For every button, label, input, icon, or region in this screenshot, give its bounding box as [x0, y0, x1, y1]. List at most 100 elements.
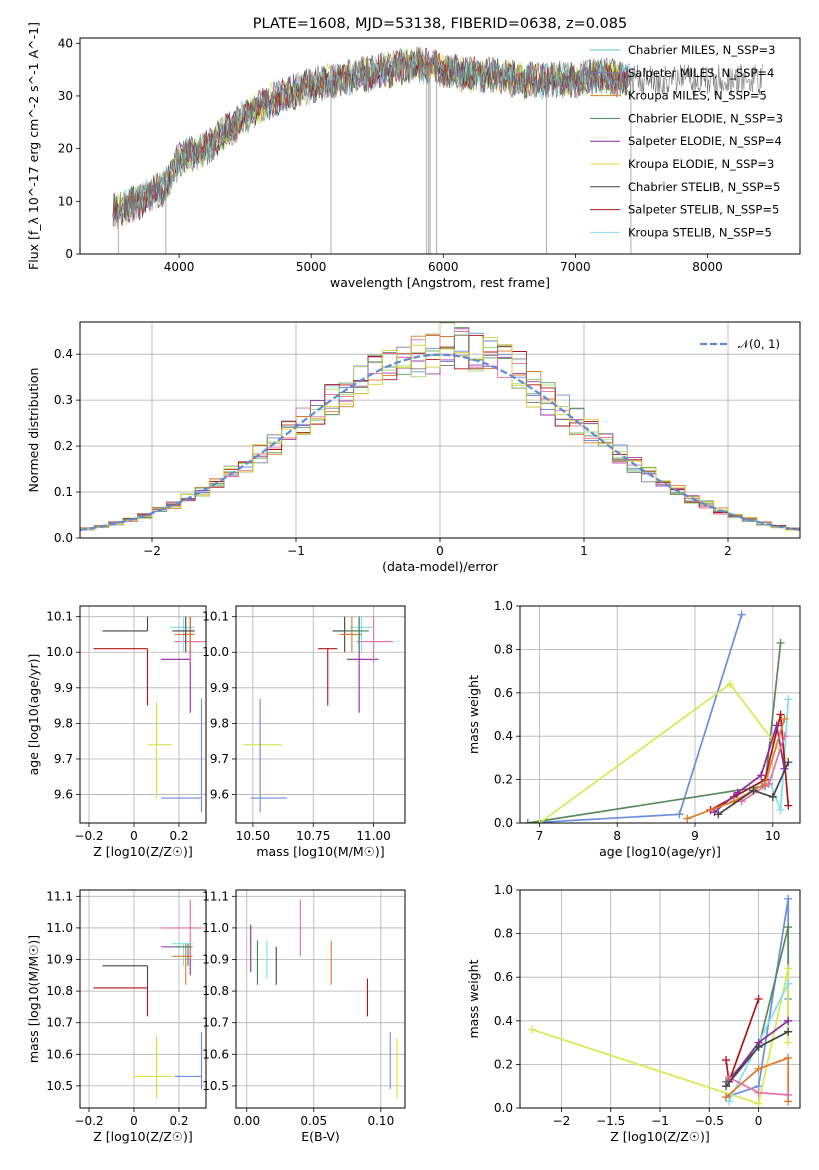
legend-label: Chabrier ELODIE, N_SSP=3	[628, 111, 783, 125]
x-tick-label: 6000	[428, 260, 459, 274]
weight-point-marker	[726, 680, 734, 689]
weight-point-marker	[784, 923, 793, 932]
weight-point-marker	[754, 1064, 763, 1073]
x-tick-label: 2	[724, 544, 732, 558]
y-tick-label: 0.4	[494, 729, 513, 743]
weight-series-line	[725, 998, 760, 1083]
legend-label: Kroupa MILES, N_SSP=5	[628, 89, 767, 103]
chart-mass_vs_Z: −0.2 0 0.2 10.5 10.6 10.7 10.8 10.9 11.0 11.1 Z [l…	[26, 889, 207, 1144]
weight-point-marker	[722, 1082, 731, 1091]
errorbar-point	[134, 1035, 173, 1099]
x-tick-label: 0.2	[169, 1114, 188, 1128]
plot-area-spectrum	[112, 46, 764, 254]
y-tick-label: 40	[58, 36, 73, 50]
y-tick-label: 10.1	[202, 610, 229, 624]
axes-frame	[79, 37, 801, 255]
weight-point-marker	[757, 771, 766, 780]
y-tick-label: 10.0	[46, 645, 73, 659]
axes-frame	[79, 605, 207, 824]
y-tick-label: 11.0	[202, 921, 229, 935]
y-tick-label: 0.0	[494, 816, 513, 830]
x-tick-label: 11.00	[356, 829, 390, 843]
weight-point-marker	[776, 710, 785, 719]
legend-label: Chabrier MILES, N_SSP=3	[628, 43, 775, 57]
chart-spectrum: 4000 5000 6000 7000 8000 0 10 20 30 40 wavelength …	[26, 22, 801, 290]
y-axis-label: mass weight	[466, 959, 481, 1038]
errorbar-point	[174, 943, 193, 966]
x-tick-label: 8000	[692, 260, 723, 274]
weight-point-marker	[784, 801, 793, 810]
y-tick-label: 10.5	[46, 1079, 73, 1093]
normal-reference-curve	[80, 353, 800, 531]
errorbar-point	[147, 702, 173, 799]
plot-layer: 4000 5000 6000 7000 8000010203040wavelength …	[26, 22, 801, 1144]
errorbar-point	[356, 616, 393, 663]
y-tick-label: 10.5	[202, 1079, 229, 1093]
x-tick-label: −0.2	[74, 829, 103, 843]
y-tick-label: 0.0	[54, 531, 73, 545]
x-axis-label: E(B-V)	[301, 1129, 340, 1144]
y-tick-label: 10.0	[202, 645, 229, 659]
weight-point-marker	[784, 1016, 793, 1025]
y-tick-label: 9.8	[210, 716, 229, 730]
weight-point-marker	[749, 786, 758, 795]
weight-series-line	[527, 614, 743, 823]
y-tick-label: 11.1	[46, 889, 73, 903]
x-tick-label: 0.10	[367, 1114, 394, 1128]
y-tick-label: 0.3	[54, 393, 73, 407]
weight-series-line	[725, 898, 790, 1098]
y-tick-label: 9.6	[54, 788, 73, 802]
y-tick-label: 9.9	[210, 681, 229, 695]
weight-point-marker	[784, 979, 793, 988]
errorbar-point	[93, 987, 149, 1017]
weight-point-marker	[784, 964, 793, 973]
y-tick-label: 30	[58, 89, 73, 103]
y-tick-label: 0.2	[494, 1057, 513, 1071]
x-tick-label: −0.5	[695, 1114, 724, 1128]
errorbar-point	[339, 616, 362, 653]
x-tick-label: −1	[651, 1114, 669, 1128]
weight-point-marker	[764, 779, 773, 788]
weight-point-marker	[776, 805, 785, 814]
legend-label: Chabrier STELIB, N_SSP=5	[628, 180, 780, 194]
y-tick-label: 0.0	[494, 1101, 513, 1115]
weight-point-marker	[722, 1056, 731, 1065]
x-axis-label: (data-model)/error	[382, 559, 499, 574]
weight-series-line	[725, 1056, 790, 1102]
weight-point-marker	[784, 894, 793, 903]
y-tick-label: 1.0	[494, 599, 513, 613]
x-tick-label: 10.75	[296, 829, 330, 843]
weight-point-marker	[784, 1053, 793, 1062]
weight-series-line	[531, 968, 790, 1105]
plot-area-weight_vs_Z	[527, 894, 793, 1108]
x-axis-label: wavelength [Angstrom, rest frame]	[330, 275, 550, 290]
errorbar-point	[172, 616, 195, 653]
x-tick-label: 0	[436, 544, 444, 558]
y-tick-label: 0.4	[54, 347, 73, 361]
weight-point-marker	[784, 695, 793, 704]
weight-series-line	[725, 1030, 789, 1087]
errorbar-point	[102, 965, 149, 988]
y-tick-label: 11.0	[46, 921, 73, 935]
x-tick-label: 10.50	[236, 829, 270, 843]
weight-point-marker	[784, 1038, 793, 1047]
x-tick-label: 0	[755, 1114, 763, 1128]
legend-label: Salpeter STELIB, N_SSP=5	[628, 203, 779, 217]
axes-frame	[235, 889, 406, 1109]
y-tick-label: 10.7	[46, 1016, 73, 1030]
errorbar-point	[250, 698, 287, 813]
weight-point-marker	[780, 714, 789, 723]
y-axis-label: mass [log10(M/M☉)]	[26, 935, 41, 1063]
legend: 𝒩(0, 1)	[700, 337, 780, 351]
plot-area-residuals	[80, 322, 800, 533]
x-tick-label: 7000	[560, 260, 591, 274]
weight-point-marker	[754, 995, 763, 1003]
x-tick-label: 0.00	[233, 1114, 260, 1128]
x-tick-label: 0.2	[169, 829, 188, 843]
weight-series-line	[538, 682, 786, 823]
weight-point-marker	[768, 792, 777, 801]
x-tick-label: −2	[553, 1114, 571, 1128]
y-tick-label: 10.6	[202, 1047, 229, 1061]
y-tick-label: 10	[58, 194, 73, 208]
y-tick-label: 0.4	[494, 1014, 513, 1028]
